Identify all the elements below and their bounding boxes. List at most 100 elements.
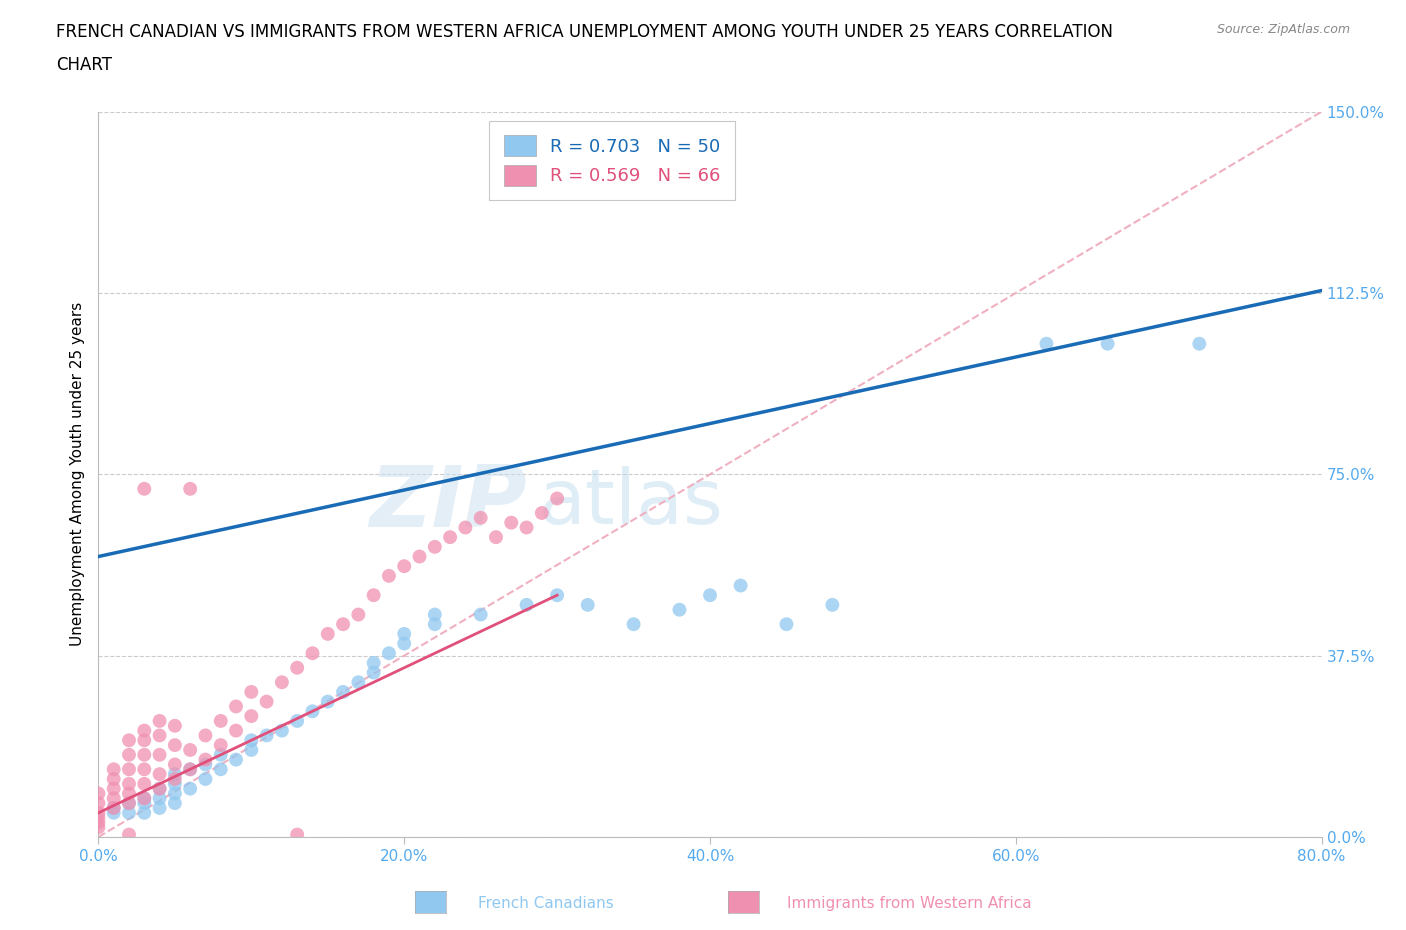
- Point: [179, 781, 201, 796]
- Point: [821, 597, 844, 612]
- Point: [392, 627, 416, 642]
- Text: atlas: atlas: [538, 466, 724, 540]
- Point: [134, 805, 156, 820]
- Point: [285, 713, 308, 728]
- Point: [623, 617, 645, 631]
- Point: [363, 656, 385, 671]
- Point: [194, 757, 217, 772]
- Point: [118, 827, 141, 842]
- Point: [134, 790, 156, 805]
- Point: [316, 627, 339, 642]
- Point: [194, 752, 217, 767]
- Point: [87, 810, 110, 825]
- Point: [87, 820, 110, 835]
- Point: [470, 607, 492, 622]
- Point: [103, 801, 125, 816]
- Point: [149, 781, 172, 796]
- Point: [149, 790, 172, 805]
- Point: [149, 766, 172, 781]
- Point: [103, 790, 125, 805]
- Point: [378, 645, 401, 660]
- Point: [118, 748, 141, 763]
- Point: [240, 742, 263, 757]
- Point: [516, 520, 538, 535]
- Point: [256, 694, 278, 709]
- Text: CHART: CHART: [56, 56, 112, 73]
- Point: [347, 607, 370, 622]
- Point: [392, 636, 416, 651]
- Point: [225, 752, 247, 767]
- Point: [103, 805, 125, 820]
- Text: French Canadians: French Canadians: [478, 897, 614, 911]
- Point: [209, 713, 232, 728]
- Point: [87, 786, 110, 801]
- Point: [149, 713, 172, 728]
- Point: [423, 539, 446, 554]
- Point: [301, 704, 323, 719]
- Point: [134, 733, 156, 748]
- Point: [163, 796, 186, 811]
- Point: [256, 728, 278, 743]
- Point: [485, 530, 508, 545]
- Point: [516, 597, 538, 612]
- Point: [149, 801, 172, 816]
- Point: [332, 617, 354, 631]
- Point: [103, 772, 125, 787]
- Y-axis label: Unemployment Among Youth under 25 years: Unemployment Among Youth under 25 years: [69, 302, 84, 646]
- Point: [163, 777, 186, 791]
- Point: [163, 786, 186, 801]
- Point: [163, 772, 186, 787]
- Point: [546, 491, 568, 506]
- Point: [316, 694, 339, 709]
- Point: [209, 737, 232, 752]
- Point: [546, 588, 568, 603]
- Point: [179, 482, 201, 497]
- Point: [240, 709, 263, 724]
- Point: [1035, 337, 1057, 352]
- Point: [530, 506, 553, 521]
- Point: [301, 645, 323, 660]
- Point: [470, 511, 492, 525]
- Point: [775, 617, 797, 631]
- Point: [1188, 337, 1211, 352]
- Point: [439, 530, 461, 545]
- Point: [699, 588, 721, 603]
- Point: [347, 675, 370, 690]
- Point: [194, 728, 217, 743]
- Point: [87, 805, 110, 820]
- Point: [363, 588, 385, 603]
- Point: [134, 790, 156, 805]
- Point: [225, 699, 247, 714]
- Point: [501, 515, 523, 530]
- Point: [149, 728, 172, 743]
- Point: [134, 796, 156, 811]
- Point: [149, 781, 172, 796]
- Point: [118, 796, 141, 811]
- Point: [134, 748, 156, 763]
- Point: [118, 796, 141, 811]
- Point: [103, 781, 125, 796]
- Point: [270, 675, 294, 690]
- Text: FRENCH CANADIAN VS IMMIGRANTS FROM WESTERN AFRICA UNEMPLOYMENT AMONG YOUTH UNDER: FRENCH CANADIAN VS IMMIGRANTS FROM WESTE…: [56, 23, 1114, 41]
- Point: [87, 796, 110, 811]
- Point: [1097, 337, 1119, 352]
- Point: [285, 827, 308, 842]
- Point: [209, 748, 232, 763]
- Point: [134, 724, 156, 738]
- Point: [149, 748, 172, 763]
- Point: [730, 578, 752, 593]
- Legend: R = 0.703   N = 50, R = 0.569   N = 66: R = 0.703 N = 50, R = 0.569 N = 66: [489, 121, 735, 200]
- Point: [363, 665, 385, 680]
- Point: [209, 762, 232, 777]
- Point: [423, 607, 446, 622]
- Point: [163, 766, 186, 781]
- Point: [179, 762, 201, 777]
- Point: [240, 684, 263, 699]
- Point: [163, 737, 186, 752]
- Point: [408, 549, 430, 564]
- Point: [392, 559, 416, 574]
- Point: [118, 762, 141, 777]
- Point: [285, 660, 308, 675]
- Point: [134, 482, 156, 497]
- Point: [194, 772, 217, 787]
